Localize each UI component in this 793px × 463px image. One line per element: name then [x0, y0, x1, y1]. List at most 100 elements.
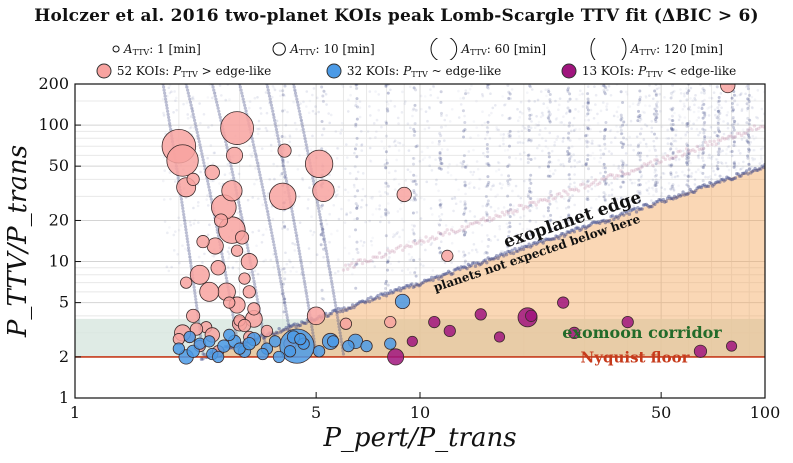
edge-ridge-point — [617, 174, 621, 178]
sim-point — [585, 139, 589, 143]
sim-point — [688, 120, 691, 123]
sim-point — [573, 173, 576, 176]
sim-point — [472, 148, 475, 152]
sim-point — [653, 182, 657, 186]
sim-point — [194, 303, 199, 308]
sim-point — [584, 162, 588, 166]
sim-point — [555, 206, 559, 210]
sim-point — [256, 127, 260, 131]
sim-point — [653, 107, 657, 111]
sim-point — [276, 267, 281, 271]
sim-point — [281, 227, 284, 230]
sim-point — [485, 125, 489, 129]
sim-point — [670, 127, 674, 131]
sim-point — [520, 112, 524, 115]
sim-point — [345, 212, 349, 216]
sim-point — [528, 107, 532, 111]
sim-point — [264, 228, 268, 231]
sim-point — [423, 95, 427, 98]
sim-point — [636, 153, 640, 157]
sim-point — [587, 118, 590, 122]
sim-point — [685, 154, 689, 158]
sim-point — [375, 130, 378, 133]
sim-point — [535, 115, 538, 118]
sim-point — [745, 131, 749, 135]
sim-point — [599, 156, 603, 160]
sim-point — [168, 121, 172, 126]
sim-point — [693, 103, 696, 107]
data-point-s0 — [260, 324, 274, 338]
sim-point — [264, 91, 268, 94]
sim-point — [578, 127, 581, 131]
sim-point — [586, 101, 590, 105]
sim-point — [752, 148, 756, 152]
sim-point — [622, 142, 626, 146]
sim-point — [346, 191, 350, 194]
sim-point — [648, 84, 651, 87]
sim-point — [686, 161, 690, 165]
sim-point — [689, 161, 693, 165]
sim-point — [283, 303, 287, 308]
sim-point — [251, 151, 254, 155]
sim-point — [507, 132, 511, 136]
sim-point — [619, 119, 623, 122]
sim-point — [347, 262, 350, 266]
sim-point — [497, 128, 500, 132]
sim-point — [549, 218, 553, 222]
sim-point — [220, 255, 225, 259]
sim-point — [272, 109, 275, 112]
sim-point — [176, 252, 179, 256]
sim-point — [602, 195, 606, 199]
sim-point — [213, 91, 217, 95]
sim-point — [218, 84, 222, 87]
sim-point — [717, 147, 721, 151]
sim-point — [701, 141, 705, 145]
sim-point — [238, 210, 242, 213]
sim-point — [230, 170, 234, 174]
sim-point — [384, 150, 388, 154]
sim-point — [414, 122, 417, 125]
edge-point — [502, 254, 506, 258]
sim-point — [690, 127, 693, 131]
sim-point — [529, 173, 533, 177]
sim-point — [631, 102, 635, 106]
sim-point — [654, 181, 658, 185]
sim-point — [246, 249, 250, 253]
sim-point — [245, 243, 249, 247]
sim-point — [508, 183, 512, 186]
sim-point — [619, 141, 623, 145]
edge-point — [302, 321, 307, 325]
sim-point — [464, 230, 468, 234]
sim-point — [585, 180, 589, 184]
sim-point — [337, 328, 342, 332]
sim-point — [700, 106, 704, 110]
sim-point — [624, 152, 628, 155]
sim-point — [208, 195, 212, 199]
sim-point — [498, 144, 502, 148]
sim-point — [197, 221, 200, 224]
sim-point — [586, 126, 590, 130]
edge-point — [201, 357, 205, 361]
data-point-s2 — [493, 331, 506, 343]
sim-point — [637, 183, 641, 187]
sim-point — [485, 143, 489, 147]
sim-point — [300, 119, 303, 122]
sim-point — [730, 96, 734, 100]
sim-point — [396, 231, 400, 234]
sim-point — [448, 162, 451, 166]
sim-point — [284, 306, 288, 311]
sim-point — [241, 97, 245, 101]
data-point-s0 — [304, 149, 334, 178]
sim-point — [533, 157, 537, 160]
sim-point — [238, 209, 243, 214]
sim-point — [585, 197, 589, 201]
data-point-s0 — [186, 308, 201, 323]
sim-point — [638, 95, 642, 99]
edge-ridge-point — [485, 218, 490, 223]
sim-point — [641, 110, 645, 114]
sim-point — [380, 140, 384, 143]
sim-point — [439, 100, 443, 104]
sim-point — [654, 173, 658, 177]
sim-point — [576, 161, 579, 164]
sim-point — [328, 240, 331, 244]
